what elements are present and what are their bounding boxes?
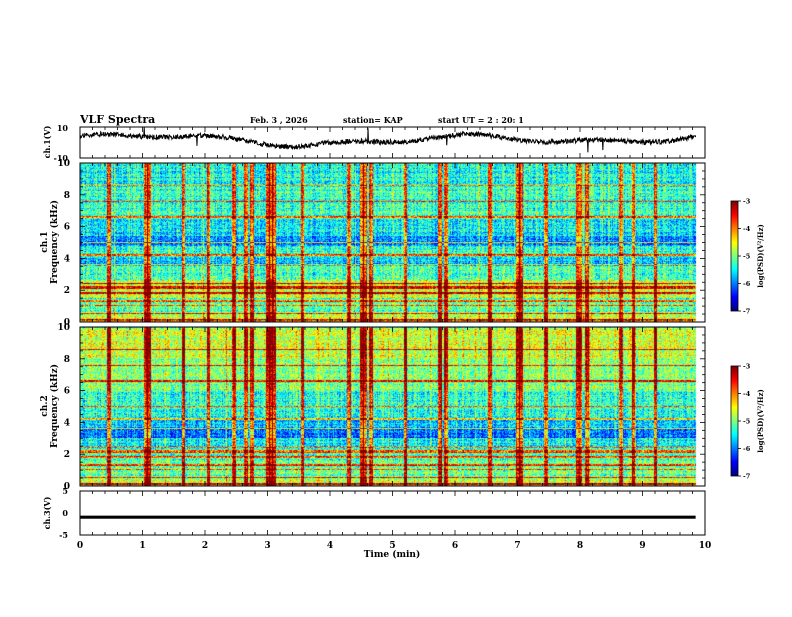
colorbar-tick-label: -7 xyxy=(743,308,750,316)
ch1-waveform-ylabel: ch.1(V) xyxy=(42,125,52,158)
colorbar-tick-label: -3 xyxy=(743,363,751,371)
ch1-spectrogram-panel: 0 2 4 6 8 10 ch.1 Frequency (kHz) xyxy=(40,159,706,328)
ch2-spectrogram-heatmap xyxy=(80,327,705,486)
start-time-label: start UT = 2 : 20: 1 xyxy=(438,115,524,125)
ch1-colorbar-label: log(PSD)(V²/Hz) xyxy=(756,224,765,288)
ch1-spectrogram-channel-label: ch.1 xyxy=(40,231,50,252)
spectrogram-ytick-label: 4 xyxy=(64,254,70,264)
spectrogram-ytick-label: 6 xyxy=(64,387,70,397)
station-label: station= KAP xyxy=(343,115,403,125)
x-tick-label: 3 xyxy=(264,541,270,551)
x-tick-label: 2 xyxy=(202,541,208,551)
x-tick-label: 6 xyxy=(452,541,458,551)
ch1-waveform-ytick-labels: 10 -10 xyxy=(54,123,69,163)
ch2-spectrogram-panel: 0 2 4 6 8 10 ch.2 Frequency (kHz) xyxy=(40,323,706,492)
ch2-colorbar: -3 -4 -5 -6 -7 log(PSD)(V²/Hz) xyxy=(730,363,765,481)
colorbar-tick-label: -6 xyxy=(743,445,751,453)
ch1-colorbar: -3 -4 -5 -6 -7 log(PSD)(V²/Hz) xyxy=(730,198,765,316)
spectrogram-ytick-label: 10 xyxy=(57,323,70,333)
spectrogram-ytick-label: 6 xyxy=(64,223,70,233)
colorbar-tick-label: -6 xyxy=(743,280,751,288)
ch3-waveform-background xyxy=(80,491,705,535)
ch2-spectrogram-channel-label: ch.2 xyxy=(40,395,50,416)
x-axis-label: Time (min) xyxy=(364,549,421,560)
colorbar-tick-label: -5 xyxy=(743,418,751,426)
ch2-spectrogram-ytick-labels: 0 2 4 6 8 10 xyxy=(57,323,70,492)
spectrogram-ytick-label: 2 xyxy=(64,286,70,296)
ch3-waveform-line xyxy=(80,515,696,519)
ch3-ytick-label: 5 xyxy=(62,486,68,496)
ch2-spectrogram-ylabel: Frequency (kHz) xyxy=(49,364,60,448)
colorbar-tick-label: -4 xyxy=(743,390,751,398)
x-tick-label: 0 xyxy=(77,541,83,551)
x-tick-label: 10 xyxy=(699,541,712,551)
spectrogram-ytick-label: 8 xyxy=(64,355,70,365)
x-tick-label: 5 xyxy=(389,541,395,551)
ch3-ytick-label: 0 xyxy=(62,508,68,518)
ch1-waveform-background xyxy=(80,127,705,158)
ch1-waveform-panel: 10 -10 ch.1(V) xyxy=(42,123,706,163)
ch2-colorbar-gradient xyxy=(731,366,738,476)
colorbar-tick-label: -7 xyxy=(743,473,750,481)
spectrogram-ytick-label: 0 xyxy=(64,318,70,328)
ch1-colorbar-tick-labels: -3 -4 -5 -6 -7 xyxy=(738,198,751,316)
ch3-waveform-panel: 5 0 -5 ch.3(V) xyxy=(42,486,706,540)
colorbar-tick-label: -3 xyxy=(743,198,751,206)
x-tick-label: 4 xyxy=(327,541,333,551)
ch3-waveform-ytick-labels: 5 0 -5 xyxy=(59,486,68,540)
x-axis-tick-labels: 0 1 2 3 4 5 6 7 8 9 10 xyxy=(77,541,711,551)
ch1-ytick-label: -10 xyxy=(54,153,69,163)
spectrogram-ytick-label: 0 xyxy=(64,482,70,492)
colorbar-tick-label: -5 xyxy=(743,253,751,261)
ch2-colorbar-tick-labels: -3 -4 -5 -6 -7 xyxy=(738,363,751,481)
x-tick-label: 8 xyxy=(577,541,583,551)
spectrogram-ytick-label: 10 xyxy=(57,159,70,169)
ch1-spectrogram-ytick-labels: 0 2 4 6 8 10 xyxy=(57,159,70,328)
x-tick-label: 9 xyxy=(639,541,645,551)
spectrogram-ytick-label: 8 xyxy=(64,191,70,201)
colorbar-tick-label: -4 xyxy=(743,225,751,233)
ch2-colorbar-label: log(PSD)(V²/Hz) xyxy=(756,389,765,453)
ch1-ytick-label: 10 xyxy=(57,123,69,133)
x-tick-label: 1 xyxy=(139,541,145,551)
ch1-waveform-line xyxy=(79,126,697,153)
ch3-waveform-ylabel: ch.3(V) xyxy=(42,496,52,529)
ch1-colorbar-gradient xyxy=(731,201,738,311)
ch3-ytick-label: -5 xyxy=(59,530,68,540)
axis-tick-marks xyxy=(79,127,706,535)
ch1-spectrogram-heatmap xyxy=(80,163,705,322)
date-label: Feb. 3 , 2026 xyxy=(250,115,308,125)
x-tick-label: 7 xyxy=(514,541,520,551)
figure-title: VLF Spectra xyxy=(79,113,155,126)
spectrogram-ytick-label: 4 xyxy=(64,418,70,428)
spectrogram-ytick-label: 2 xyxy=(64,450,70,460)
ch1-spectrogram-ylabel: Frequency (kHz) xyxy=(49,200,60,284)
